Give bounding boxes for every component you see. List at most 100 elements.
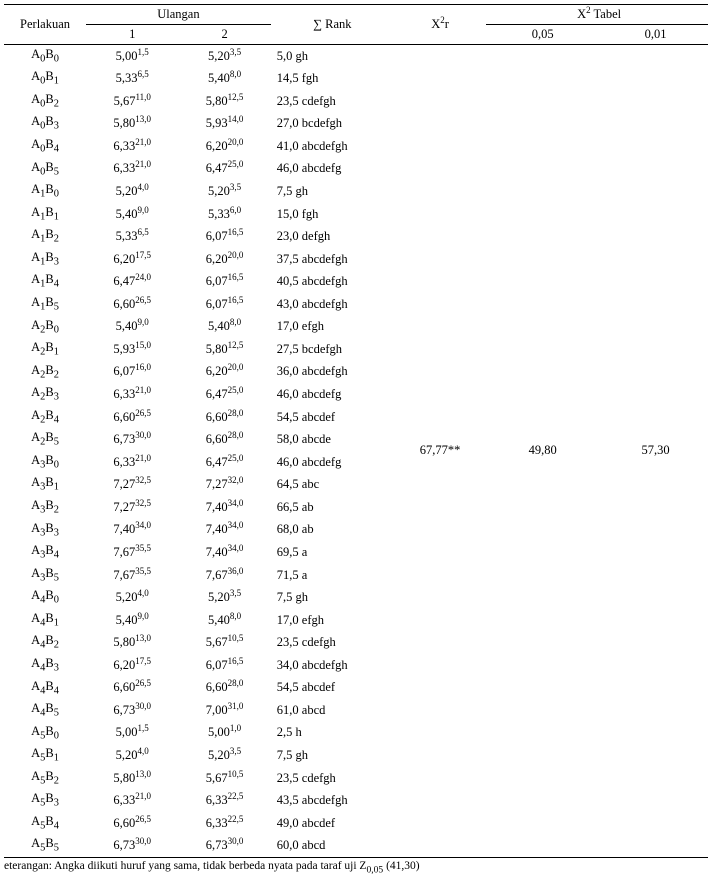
cell-u2: 5,6710,5 [178,631,270,654]
cell-u1: 6,6026,5 [86,293,178,316]
table-body: A0B05,001,55,203,55,0 gh67,77**49,8057,3… [4,44,708,857]
cell-sumrank: 23,0 defgh [271,225,394,248]
table-header: Perlakuan Ulangan ∑ Rank X2r X2 Tabel 1 … [4,5,708,45]
cell-t005: 49,80 [486,44,599,857]
cell-u2: 5,203,5 [178,586,270,609]
cell-u1: 5,001,5 [86,722,178,745]
col-ulangan: Ulangan [86,5,271,25]
cell-u2: 7,0031,0 [178,699,270,722]
cell-sumrank: 36,0 abcdefgh [271,361,394,384]
cell-sumrank: 41,0 abcdefgh [271,135,394,158]
cell-sumrank: 14,5 fgh [271,67,394,90]
cell-perlakuan: A4B3 [4,654,86,677]
cell-u1: 5,204,0 [86,180,178,203]
col-t005: 0,05 [486,24,599,44]
cell-u2: 6,6028,0 [178,677,270,700]
cell-sumrank: 49,0 abcdef [271,812,394,835]
cell-u1: 6,2017,5 [86,654,178,677]
cell-u2: 7,6736,0 [178,564,270,587]
cell-u2: 5,203,5 [178,744,270,767]
cell-u1: 6,6026,5 [86,406,178,429]
cell-u1: 5,336,5 [86,225,178,248]
cell-sumrank: 23,5 cdefgh [271,631,394,654]
cell-u2: 5,336,0 [178,203,270,226]
cell-u2: 5,8012,5 [178,90,270,113]
footnote-tail: (41,30) [383,860,419,872]
cell-perlakuan: A2B5 [4,428,86,451]
cell-sumrank: 37,5 abcdefgh [271,248,394,271]
cell-u2: 6,4725,0 [178,158,270,181]
cell-u1: 6,7330,0 [86,428,178,451]
cell-u1: 6,4724,0 [86,270,178,293]
cell-u1: 5,8013,0 [86,631,178,654]
table-row: A0B05,001,55,203,55,0 gh67,77**49,8057,3… [4,44,708,67]
cell-sumrank: 23,5 cdefgh [271,767,394,790]
cell-perlakuan: A3B5 [4,564,86,587]
cell-perlakuan: A2B3 [4,383,86,406]
cell-sumrank: 27,5 bcdefgh [271,338,394,361]
cell-perlakuan: A3B0 [4,451,86,474]
cell-x2r: 67,77** [394,44,486,857]
cell-u1: 6,7330,0 [86,699,178,722]
cell-u2: 6,2020,0 [178,248,270,271]
cell-u1: 6,7330,0 [86,834,178,857]
cell-u1: 7,6735,5 [86,541,178,564]
cell-u1: 5,409,0 [86,609,178,632]
footnote-sub: 0,05 [366,864,383,875]
cell-u2: 5,6710,5 [178,767,270,790]
cell-u1: 5,409,0 [86,203,178,226]
cell-perlakuan: A2B0 [4,316,86,339]
cell-perlakuan: A2B1 [4,338,86,361]
cell-u2: 6,4725,0 [178,451,270,474]
cell-sumrank: 46,0 abcdefg [271,383,394,406]
cell-u1: 5,8013,0 [86,112,178,135]
cell-u2: 7,2732,0 [178,473,270,496]
cell-perlakuan: A4B5 [4,699,86,722]
cell-perlakuan: A5B1 [4,744,86,767]
cell-perlakuan: A2B2 [4,361,86,384]
cell-u1: 6,6026,5 [86,812,178,835]
cell-u1: 6,3321,0 [86,451,178,474]
cell-u2: 5,203,5 [178,44,270,67]
cell-sumrank: 43,0 abcdefgh [271,293,394,316]
cell-u2: 6,6028,0 [178,406,270,429]
col-sumrank: ∑ Rank [271,5,394,45]
cell-perlakuan: A5B2 [4,767,86,790]
col-perlakuan: Perlakuan [4,5,86,45]
cell-perlakuan: A0B5 [4,158,86,181]
col-x2r: X2r [394,5,486,45]
cell-perlakuan: A4B2 [4,631,86,654]
cell-perlakuan: A1B3 [4,248,86,271]
cell-u2: 6,0716,5 [178,270,270,293]
cell-u2: 6,0716,5 [178,225,270,248]
cell-sumrank: 69,5 a [271,541,394,564]
cell-u2: 5,9314,0 [178,112,270,135]
cell-sumrank: 5,0 gh [271,44,394,67]
cell-u2: 6,7330,0 [178,834,270,857]
cell-sumrank: 7,5 gh [271,744,394,767]
cell-u2: 5,408,0 [178,67,270,90]
x2t-suffix: Tabel [591,7,621,21]
cell-sumrank: 43,5 abcdefgh [271,789,394,812]
cell-perlakuan: A3B2 [4,496,86,519]
cell-u1: 7,6735,5 [86,564,178,587]
cell-sumrank: 15,0 fgh [271,203,394,226]
cell-u2: 6,0716,5 [178,654,270,677]
cell-u1: 7,2732,5 [86,496,178,519]
cell-u2: 5,408,0 [178,609,270,632]
x2r-base: X [431,17,440,31]
cell-sumrank: 61,0 abcd [271,699,394,722]
cell-u1: 5,001,5 [86,44,178,67]
cell-perlakuan: A0B0 [4,44,86,67]
cell-sumrank: 46,0 abcdefg [271,451,394,474]
cell-u2: 7,4034,0 [178,496,270,519]
cell-t001: 57,30 [599,44,708,857]
col-u2: 2 [178,24,270,44]
cell-u1: 5,204,0 [86,744,178,767]
cell-sumrank: 2,5 h [271,722,394,745]
cell-perlakuan: A3B3 [4,519,86,542]
cell-u2: 6,2020,0 [178,135,270,158]
cell-u2: 6,0716,5 [178,293,270,316]
cell-sumrank: 68,0 ab [271,519,394,542]
cell-u2: 5,203,5 [178,180,270,203]
